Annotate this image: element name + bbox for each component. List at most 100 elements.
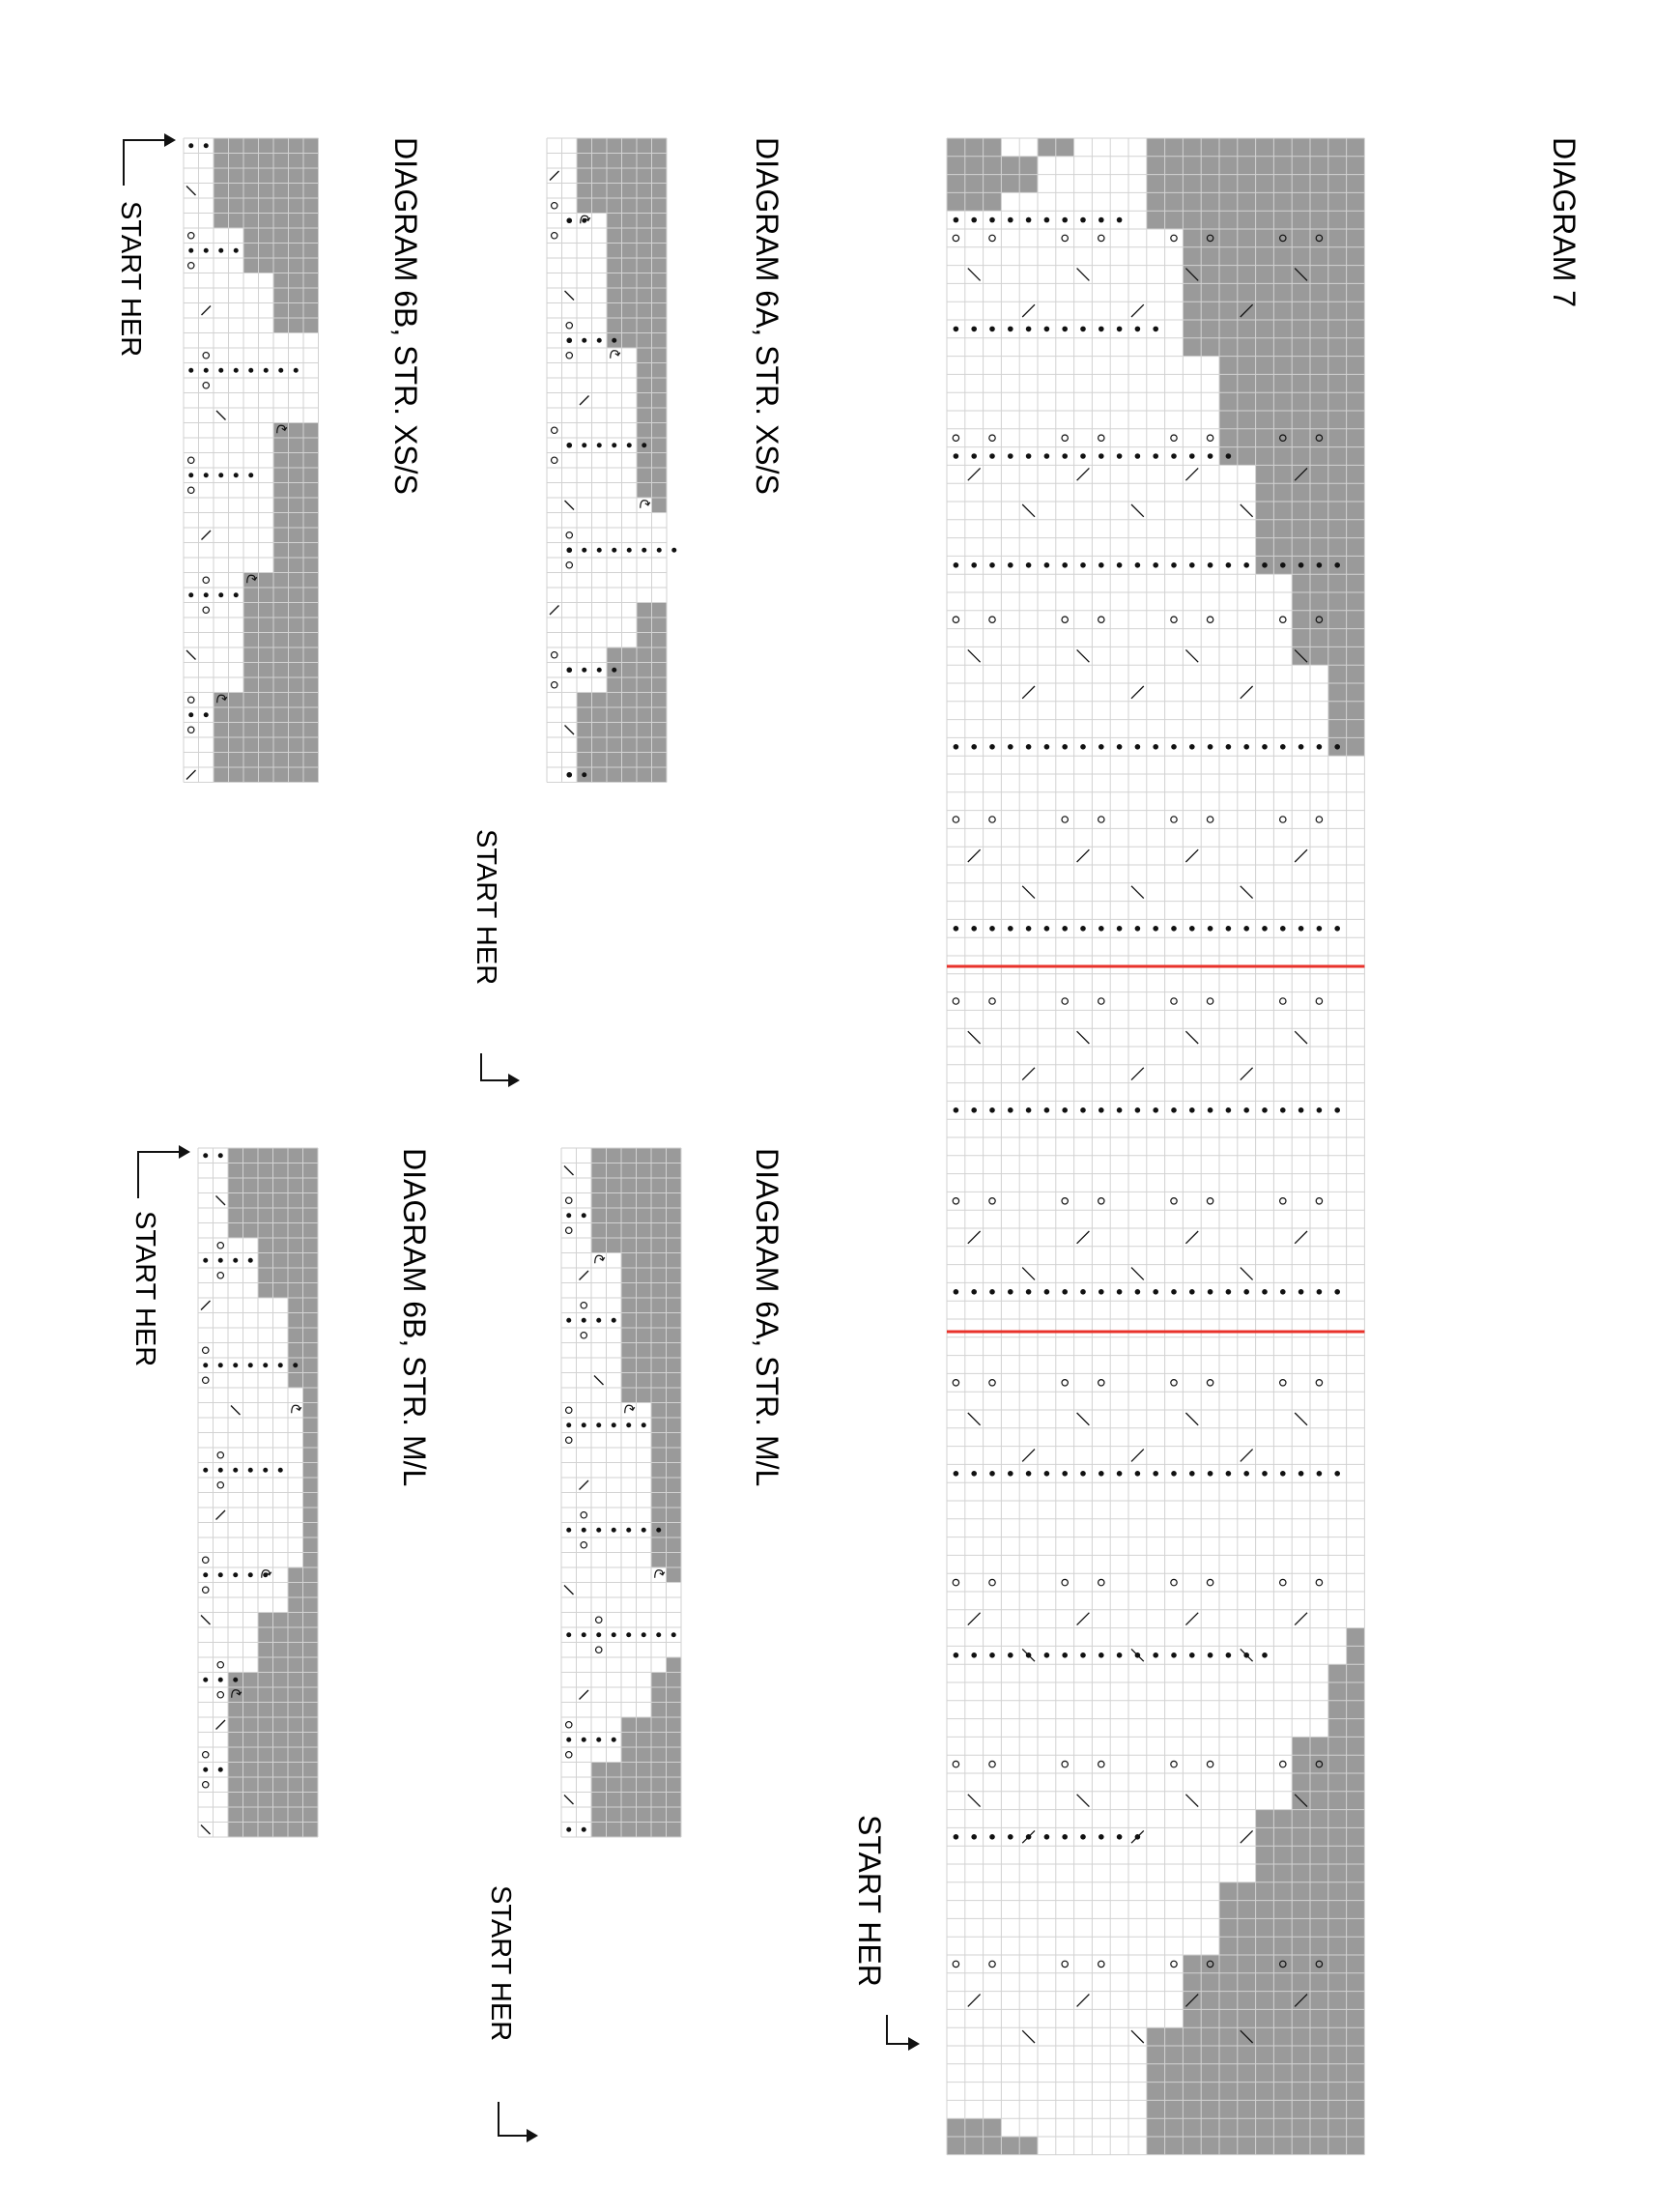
d7-purl-dot-icon: [1243, 562, 1249, 568]
d6a-xs-purl-dot-icon: [566, 772, 572, 778]
d7-purl-dot-icon: [1316, 1289, 1323, 1295]
d7-direction-arrow-icon: [886, 2015, 908, 2045]
d7-ssk-slash-icon: [967, 1612, 982, 1626]
d7-yarn-over-icon: [1061, 1960, 1070, 1968]
d6a-ml-purl-dot-icon: [641, 1527, 646, 1533]
d7-yarn-over-icon: [1315, 1960, 1324, 1968]
d6a-xs-purl-dot-icon: [612, 443, 617, 448]
d7-k2tog-slash-icon: [1076, 1030, 1090, 1045]
d7-purl-dot-icon: [989, 216, 995, 223]
d6a-xs-increase-loop-icon: [610, 350, 621, 359]
d7-purl-dot-icon: [1207, 1471, 1213, 1477]
d7-purl-dot-icon: [1262, 1289, 1268, 1295]
d7-purl-dot-icon: [1062, 1471, 1068, 1477]
d7-purl-dot-icon: [1062, 1834, 1068, 1840]
d7-purl-dot-icon: [1316, 926, 1323, 932]
d7-ssk-slash-icon: [1294, 1994, 1308, 2007]
d7-purl-dot-icon: [1099, 1652, 1104, 1658]
d7-purl-dot-icon: [1008, 1471, 1013, 1477]
d6a-ml-purl-dot-icon: [581, 1527, 586, 1533]
d7-yarn-over-icon: [1170, 234, 1178, 243]
d6a-ml-shaded-area: [666, 1657, 681, 1673]
d6b-ml-purl-dot-icon: [203, 1363, 209, 1368]
d7-purl-dot-icon: [989, 1289, 995, 1295]
d7-ssk-slash-icon: [1076, 1230, 1090, 1245]
d6b-ml-purl-dot-icon: [217, 1677, 223, 1682]
d7-purl-dot-icon: [1062, 744, 1068, 750]
d6a-xs-purl-dot-icon: [596, 337, 602, 343]
d7-ssk-slash-icon: [1184, 1612, 1199, 1626]
d7-yarn-over-icon: [1098, 1578, 1105, 1587]
d7-purl-dot-icon: [1262, 1107, 1268, 1113]
d7-yarn-over-icon: [1315, 816, 1324, 823]
d7-purl-dot-icon: [1280, 926, 1286, 932]
d6b-ml-purl-dot-icon: [247, 1257, 253, 1263]
d6a-ml-k2tog-slash-icon: [563, 1165, 574, 1176]
d6a-xs-purl-dot-icon: [656, 547, 662, 553]
d7-k2tog-slash-icon: [1240, 2029, 1254, 2044]
d6b-ml-purl-dot-icon: [247, 1363, 253, 1368]
d7-yarn-over-icon: [1315, 1379, 1324, 1387]
d7-chart: [946, 137, 1365, 2156]
diagram-6a-ml-start-label: START HER: [485, 1885, 516, 2042]
d7-ssk-slash-icon: [1240, 1829, 1254, 1844]
d6a-xs-purl-dot-icon: [582, 667, 587, 673]
d7-purl-dot-icon: [1262, 926, 1268, 932]
diagram-6b-ml-start-label: START HER: [129, 1211, 160, 1367]
d7-purl-dot-icon: [1262, 562, 1268, 568]
d6b-ml-yarn-over-icon: [201, 1586, 210, 1594]
d7-yarn-over-icon: [1279, 816, 1287, 823]
d7-purl-dot-icon: [953, 453, 959, 459]
d7-purl-dot-icon: [1062, 1107, 1068, 1113]
d7-ssk-slash-icon: [1184, 467, 1199, 481]
d7-yarn-over-icon: [988, 816, 996, 823]
d7-ssk-slash-icon: [1021, 1067, 1036, 1081]
d6a-ml-direction-arrow-icon: [498, 2102, 527, 2137]
d7-purl-dot-icon: [1025, 744, 1032, 750]
d7-ssk-slash-icon: [1021, 303, 1036, 318]
d7-purl-dot-icon: [1025, 326, 1032, 332]
d7-k2tog-slash-icon: [1021, 503, 1036, 518]
d6b-ml-yarn-over-icon: [201, 1376, 210, 1385]
d7-purl-dot-icon: [1116, 1471, 1123, 1477]
d6b-ml-purl-dot-icon: [203, 1467, 209, 1473]
d7-purl-dot-icon: [1243, 1289, 1249, 1295]
d6a-ml-yarn-over-icon: [580, 1301, 588, 1309]
d6a-ml-increase-loop-icon: [654, 1569, 666, 1578]
d7-yarn-over-icon: [1206, 816, 1214, 823]
d7-yarn-over-icon: [1206, 997, 1214, 1005]
diagram-6b-ml-title: DIAGRAM 6B, STR. M/L: [397, 1148, 432, 1487]
d7-purl-dot-icon: [1207, 744, 1213, 750]
d6b-ml-purl-dot-icon: [217, 1467, 223, 1473]
d7-purl-dot-icon: [1334, 1471, 1340, 1477]
d6b-xs-k2tog-slash-icon: [215, 410, 226, 420]
d6b-xs-purl-dot-icon: [218, 247, 224, 253]
d6a-xs-purl-dot-icon: [626, 443, 632, 448]
d6b-ml-yarn-over-icon: [201, 1346, 210, 1355]
d6a-ml-purl-dot-icon: [611, 1737, 616, 1742]
d7-purl-dot-icon: [953, 216, 959, 223]
d7-yarn-over-icon: [952, 1960, 960, 1968]
d7-grid: [946, 137, 1365, 2156]
d7-purl-dot-icon: [971, 1834, 977, 1840]
d7-yarn-over-icon: [1279, 1960, 1287, 1968]
d6a-ml-purl-dot-icon: [581, 1632, 586, 1638]
d7-k2tog-slash-icon: [1130, 503, 1145, 518]
d7-yarn-over-icon: [952, 616, 960, 624]
d7-purl-dot-icon: [1207, 562, 1213, 568]
d6a-xs-purl-dot-icon: [566, 443, 572, 448]
d7-purl-dot-icon: [1043, 453, 1050, 459]
d6b-ml-yarn-over-icon: [216, 1271, 225, 1279]
d7-ssk-slash-icon: [1076, 1994, 1090, 2007]
d7-purl-dot-icon: [1225, 562, 1232, 568]
d7-yarn-over-icon: [988, 1760, 996, 1768]
d7-yarn-over-icon: [1170, 1578, 1178, 1587]
d7-purl-dot-icon: [1316, 744, 1323, 750]
d7-yarn-over-icon: [1170, 616, 1178, 624]
d7-purl-dot-icon: [1080, 562, 1086, 568]
d7-purl-dot-icon: [1316, 1107, 1323, 1113]
d6a-xs-purl-dot-icon: [566, 217, 572, 223]
d6b-ml-purl-dot-icon: [217, 1767, 223, 1772]
d7-purl-dot-icon: [1099, 1471, 1104, 1477]
d7-yarn-over-icon: [988, 434, 996, 443]
